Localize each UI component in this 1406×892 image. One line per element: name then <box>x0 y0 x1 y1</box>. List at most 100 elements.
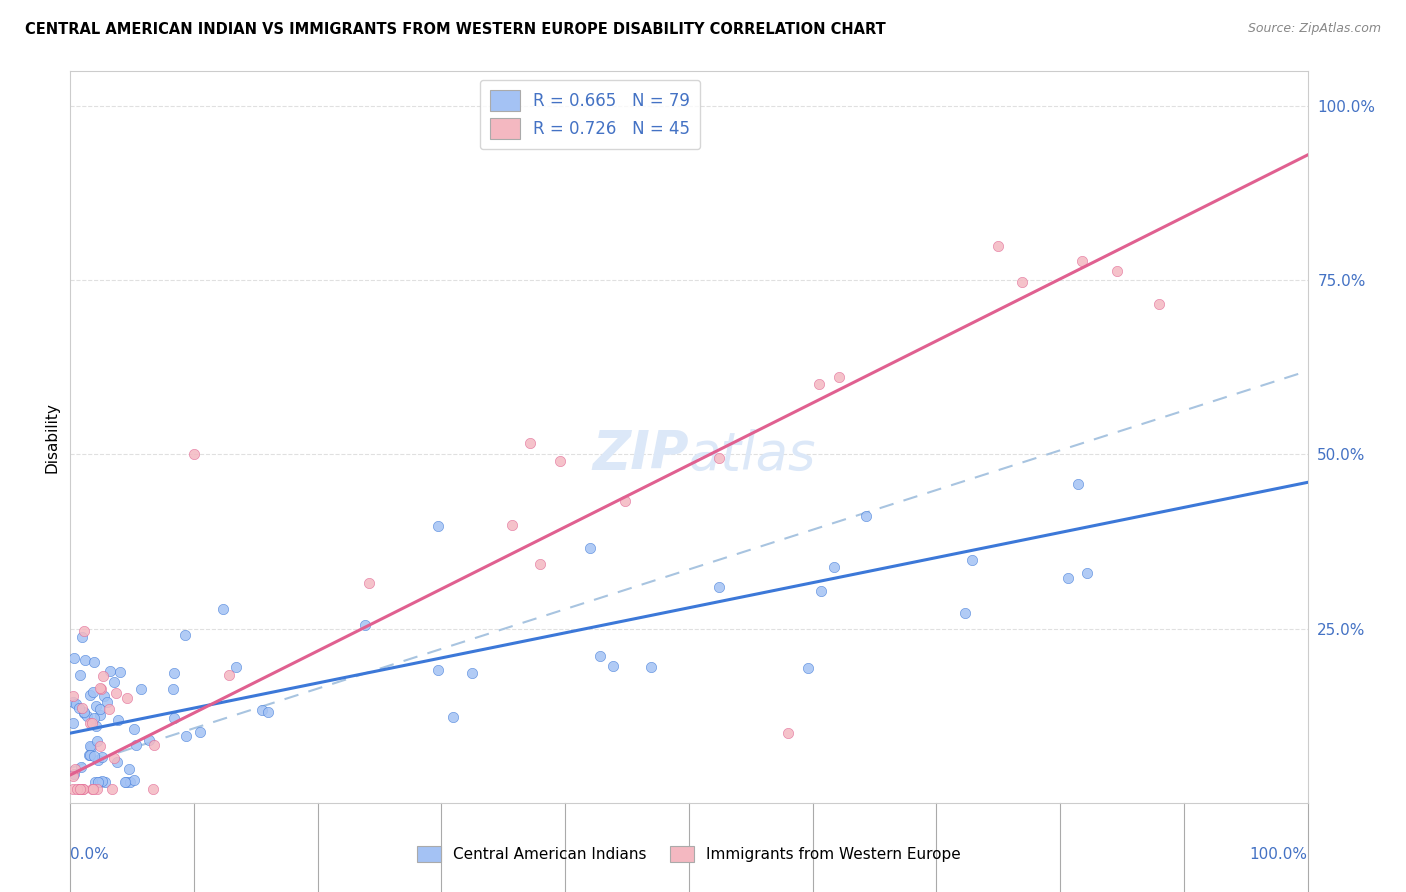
Point <box>118 762 141 776</box>
Point <box>69 760 91 774</box>
Point <box>1076 566 1098 580</box>
Point <box>589 648 612 663</box>
Point <box>225 659 247 673</box>
Point <box>122 722 145 736</box>
Point <box>93 689 115 703</box>
Point <box>142 781 165 796</box>
Point <box>776 726 799 740</box>
Point <box>89 702 111 716</box>
Point <box>86 698 108 713</box>
Point <box>188 724 211 739</box>
Point <box>1147 297 1170 311</box>
Point <box>174 730 197 744</box>
Point <box>115 690 138 705</box>
Point <box>101 781 124 796</box>
Point <box>91 773 114 788</box>
Point <box>89 681 111 695</box>
Point <box>62 767 84 781</box>
Point <box>354 618 377 632</box>
Point <box>105 686 128 700</box>
Point <box>548 454 571 468</box>
Point <box>426 519 449 533</box>
Point <box>357 576 380 591</box>
Point <box>80 715 103 730</box>
Text: 0.0%: 0.0% <box>70 847 110 862</box>
Point <box>519 436 541 450</box>
Point <box>120 775 142 789</box>
Point <box>960 553 983 567</box>
Point <box>797 661 820 675</box>
Point <box>96 695 118 709</box>
Point <box>212 602 235 616</box>
Point <box>86 719 108 733</box>
Point <box>163 666 186 681</box>
Text: CENTRAL AMERICAN INDIAN VS IMMIGRANTS FROM WESTERN EUROPE DISABILITY CORRELATION: CENTRAL AMERICAN INDIAN VS IMMIGRANTS FR… <box>25 22 886 37</box>
Point <box>83 655 105 669</box>
Point <box>62 695 84 709</box>
Point <box>70 631 93 645</box>
Text: Source: ZipAtlas.com: Source: ZipAtlas.com <box>1247 22 1381 36</box>
Point <box>76 709 98 723</box>
Point <box>62 690 84 704</box>
Point <box>70 781 93 796</box>
Point <box>1070 254 1092 268</box>
Point <box>66 781 89 796</box>
Point <box>93 775 115 789</box>
Point <box>707 580 730 594</box>
Point <box>614 493 637 508</box>
Point <box>122 772 145 787</box>
Point <box>501 518 523 533</box>
Point <box>73 706 96 720</box>
Point <box>90 681 112 696</box>
Point <box>828 370 851 384</box>
Point <box>105 755 128 769</box>
Point <box>86 733 108 747</box>
Point <box>441 710 464 724</box>
Point <box>250 703 273 717</box>
Point <box>218 668 240 682</box>
Point <box>72 701 94 715</box>
Point <box>162 681 184 696</box>
Point <box>79 688 101 702</box>
Point <box>115 775 138 789</box>
Point <box>91 749 114 764</box>
Point <box>1011 275 1033 289</box>
Point <box>89 739 111 753</box>
Point <box>103 751 125 765</box>
Point <box>84 775 107 789</box>
Point <box>83 749 105 764</box>
Point <box>89 775 111 789</box>
Text: ZIP: ZIP <box>592 428 689 481</box>
Y-axis label: Disability: Disability <box>44 401 59 473</box>
Point <box>823 559 845 574</box>
Point <box>62 769 84 783</box>
Point <box>98 664 121 678</box>
Point <box>707 451 730 466</box>
Point <box>808 377 831 392</box>
Point <box>82 684 104 698</box>
Point <box>125 738 148 752</box>
Point <box>143 738 166 752</box>
Point <box>640 660 662 674</box>
Point <box>183 448 205 462</box>
Point <box>69 781 91 796</box>
Point <box>98 701 121 715</box>
Point <box>77 747 100 762</box>
Point <box>953 606 976 620</box>
Point <box>87 775 110 789</box>
Point <box>67 700 90 714</box>
Point <box>89 707 111 722</box>
Point <box>73 705 96 719</box>
Point <box>72 781 94 796</box>
Legend: Central American Indians, Immigrants from Western Europe: Central American Indians, Immigrants fro… <box>411 840 967 868</box>
Point <box>107 714 129 728</box>
Point <box>72 781 94 796</box>
Point <box>426 663 449 677</box>
Point <box>1105 264 1128 278</box>
Point <box>80 781 103 796</box>
Point <box>1067 476 1090 491</box>
Point <box>73 653 96 667</box>
Point <box>69 668 91 682</box>
Point <box>529 557 551 571</box>
Point <box>82 781 104 796</box>
